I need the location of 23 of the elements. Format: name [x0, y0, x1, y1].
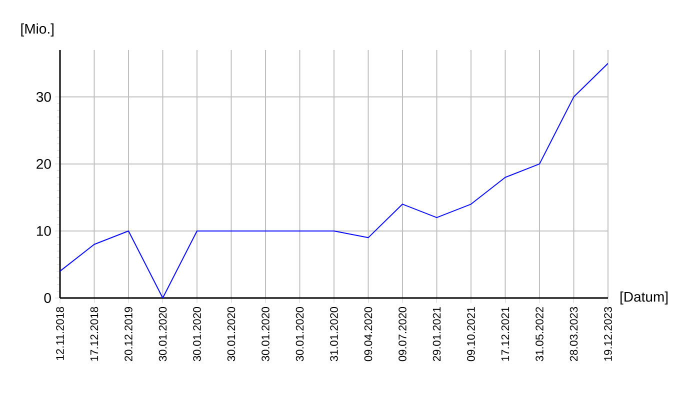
x-tick-label: 30.01.2020 — [193, 306, 201, 362]
x-tick-label: 30.01.2020 — [262, 306, 270, 362]
x-axis-title: [Datum] — [620, 291, 668, 305]
x-tick-label: 31.01.2020 — [330, 306, 338, 362]
x-tick-label: 09.04.2020 — [364, 306, 372, 362]
y-tick-label: 0 — [44, 293, 51, 303]
x-tick-label: 30.01.2020 — [158, 306, 167, 362]
x-tick-label: 09.10.2021 — [467, 307, 475, 362]
y-tick-label: 30 — [36, 92, 51, 102]
y-tick-label: 10 — [36, 226, 51, 236]
x-tick-label: 30.01.2020 — [296, 306, 304, 362]
x-tick-label: 29.01.2021 — [432, 307, 441, 362]
x-tick-label: 28.03.2023 — [570, 307, 578, 362]
y-tick-label: 20 — [36, 158, 51, 169]
y-axis-title: [Mio.] — [21, 23, 54, 36]
x-tick-label: 17.12.2018 — [90, 307, 98, 361]
x-tick-label: 12.11.2018 — [56, 307, 64, 360]
x-tick-label: 09.07.2020 — [398, 306, 406, 362]
x-tick-label: 17.12.2021 — [501, 307, 510, 361]
x-tick-label: 19.12.2023 — [604, 307, 612, 361]
x-tick-label: 30.01.2020 — [227, 306, 236, 362]
x-tick-label: 31.05.2022 — [536, 307, 544, 362]
x-tick-label: 20.12.2019 — [124, 307, 132, 362]
